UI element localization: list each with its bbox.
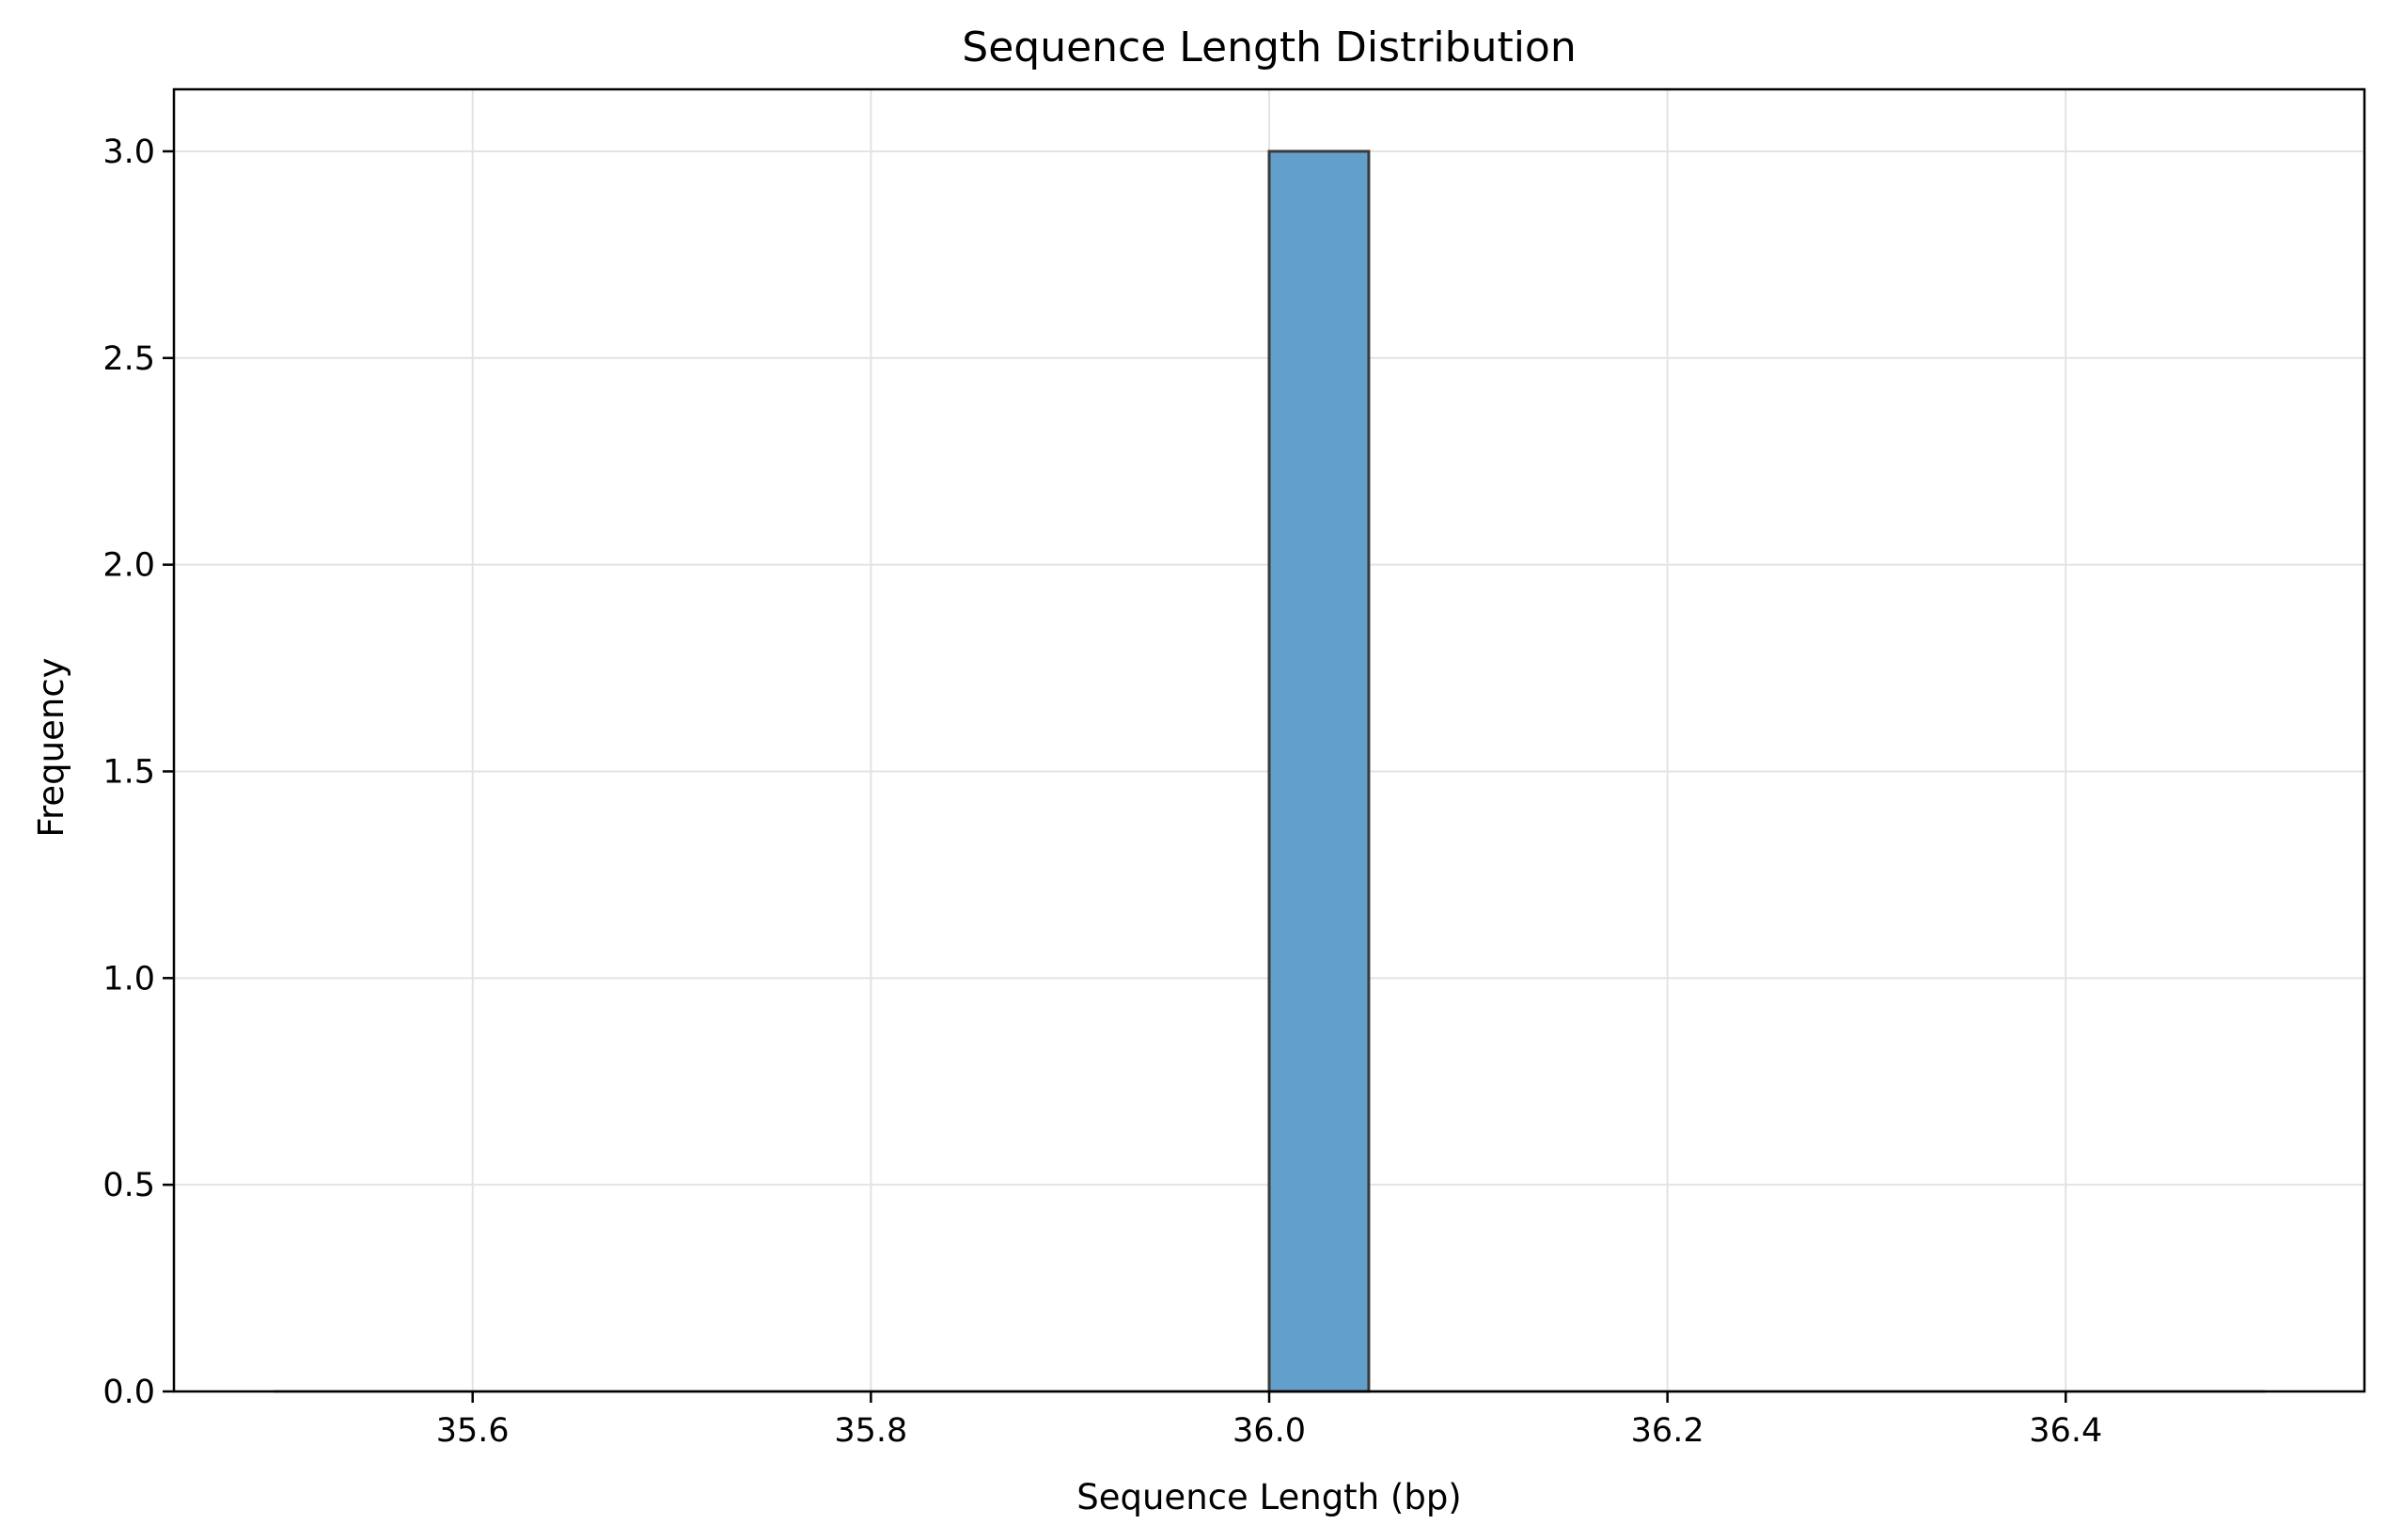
chart-title: Sequence Length Distribution: [962, 24, 1576, 71]
y-tick-label: 2.0: [102, 547, 155, 585]
histogram-bar: [1267, 149, 1371, 1393]
x-axis-ticks: 35.6 35.8 36.0 36.2 36.4: [436, 1391, 2102, 1450]
x-tick-label: 35.6: [436, 1412, 510, 1450]
x-tick-label: 36.2: [1631, 1412, 1704, 1450]
y-axis-ticks: 0.0 0.5 1.0 1.5 2.0 2.5 3.0: [102, 134, 174, 1411]
y-tick-label: 2.5: [102, 340, 155, 378]
y-tick-label: 0.5: [102, 1167, 155, 1204]
y-tick-label: 0.0: [102, 1374, 155, 1411]
x-tick-label: 36.4: [2029, 1412, 2102, 1450]
y-tick-label: 1.0: [102, 960, 155, 998]
x-axis-label: Sequence Length (bp): [1076, 1477, 1462, 1517]
y-tick-label: 3.0: [102, 134, 155, 171]
y-axis-label: Frequency: [31, 657, 71, 837]
x-tick-label: 35.8: [834, 1412, 907, 1450]
x-tick-label: 36.0: [1233, 1412, 1306, 1450]
histogram-bars: [1267, 149, 1371, 1393]
y-tick-label: 1.5: [102, 753, 155, 791]
